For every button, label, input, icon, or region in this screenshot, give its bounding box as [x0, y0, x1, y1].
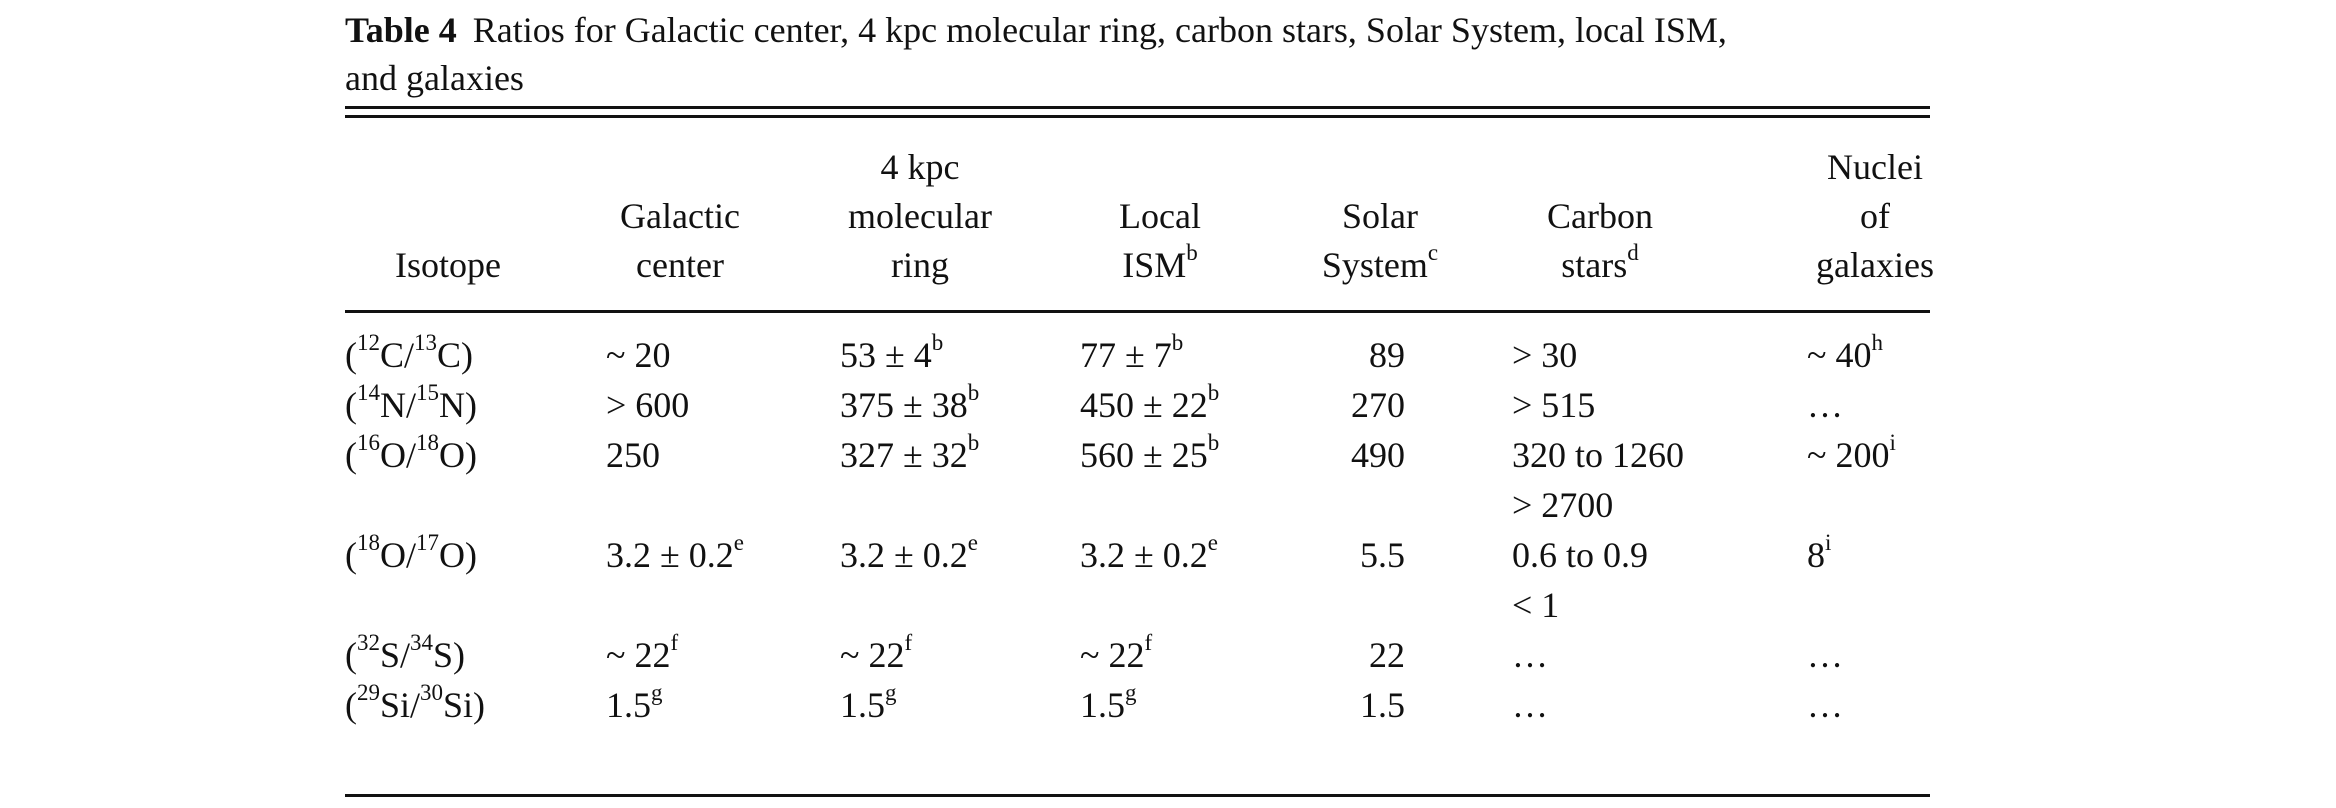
header-nuclei-of-galaxies: Nuclei of galaxies	[1816, 147, 1934, 285]
solar-system-cell: 5.5	[1360, 535, 1405, 575]
galactic-center-cell: > 600	[606, 385, 690, 425]
solar-system-cell: 89	[1369, 335, 1405, 375]
galactic-center-cell: 3.2 ± 0.2e	[606, 530, 744, 575]
molecular-ring-cell: 327 ± 32b	[840, 430, 980, 475]
molecular-ring-cell: 53 ± 4b	[840, 330, 944, 375]
table-row: > 2700	[0, 480, 2336, 530]
caption-line-2: and galaxies	[345, 58, 524, 98]
carbon-stars-cell: …	[1512, 685, 1554, 725]
local-ism-cell: 560 ± 25b	[1080, 430, 1220, 475]
molecular-ring-cell: 375 ± 38b	[840, 380, 980, 425]
galactic-center-cell: 250	[606, 435, 660, 475]
solar-system-cell: 22	[1369, 635, 1405, 675]
nuclei-cell: 8i	[1807, 530, 1832, 575]
carbon-stars-cell: …	[1512, 635, 1554, 675]
nuclei-cell: …	[1807, 685, 1849, 725]
header-molecular-ring: 4 kpc molecular ring	[848, 147, 992, 285]
table-row: (12C/13C) ~ 20 53 ± 4b 77 ± 7b 89 > 30 ~ 40h	[0, 330, 2336, 380]
galactic-center-cell: ~ 20	[606, 335, 671, 375]
carbon-stars-cell: > 2700	[1512, 485, 1614, 525]
isotope-cell: (16O/18O)	[345, 430, 477, 475]
molecular-ring-cell: ~ 22f	[840, 630, 913, 675]
table-row: < 1	[0, 580, 2336, 630]
header-solar-system: Solar Systemc	[1321, 196, 1439, 285]
header-isotope: Isotope	[395, 245, 501, 285]
isotope-cell: (29Si/30Si)	[345, 680, 486, 725]
local-ism-cell: ~ 22f	[1080, 630, 1153, 675]
nuclei-cell: …	[1807, 385, 1849, 425]
carbon-stars-cell: > 515	[1512, 385, 1596, 425]
local-ism-cell: 77 ± 7b	[1080, 330, 1184, 375]
table-label: Table 4	[345, 10, 457, 50]
local-ism-cell: 1.5g	[1080, 680, 1137, 725]
table-row: (16O/18O) 250 327 ± 32b 560 ± 25b 490 320 to …	[0, 430, 2336, 480]
local-ism-cell: 3.2 ± 0.2e	[1080, 530, 1218, 575]
isotope-cell: (12C/13C)	[345, 330, 474, 375]
header-galactic-center: Galactic center	[620, 196, 740, 285]
table-row: (18O/17O) 3.2 ± 0.2e 3.2 ± 0.2e 3.2 ± 0.2e 5…	[0, 530, 2336, 580]
galactic-center-cell: ~ 22f	[606, 630, 679, 675]
header-carbon-stars: Carbon starsd	[1547, 196, 1653, 285]
carbon-stars-cell: > 30	[1512, 335, 1578, 375]
solar-system-cell: 490	[1351, 435, 1405, 475]
top-rule-1	[345, 106, 1930, 109]
top-rule-2	[345, 115, 1930, 118]
solar-system-cell: 1.5	[1360, 685, 1405, 725]
table-header: Isotope Galactic center 4 kpc molecular …	[0, 145, 2336, 290]
header-rule	[345, 310, 1930, 313]
caption-text: Ratios for Galactic center, 4 kpc molecu…	[472, 10, 1727, 50]
nuclei-cell: …	[1807, 635, 1849, 675]
nuclei-cell: ~ 200i	[1807, 430, 1896, 475]
solar-system-cell: 270	[1351, 385, 1405, 425]
isotope-cell: (18O/17O)	[345, 530, 477, 575]
nuclei-cell: ~ 40h	[1807, 330, 1883, 375]
molecular-ring-cell: 3.2 ± 0.2e	[840, 530, 978, 575]
table-row: (32S/34S) ~ 22f ~ 22f ~ 22f 22 … …	[0, 630, 2336, 680]
carbon-stars-cell: < 1	[1512, 585, 1560, 625]
carbon-stars-cell: 0.6 to 0.9	[1512, 535, 1649, 575]
molecular-ring-cell: 1.5g	[840, 680, 897, 725]
bottom-rule	[345, 794, 1930, 797]
isotope-cell: (32S/34S)	[345, 630, 466, 675]
table-row: (14N/15N) > 600 375 ± 38b 450 ± 22b 270 > 515…	[0, 380, 2336, 430]
header-local-ism: Local ISMb	[1119, 196, 1201, 285]
table-row: (29Si/30Si) 1.5g 1.5g 1.5g 1.5 … …	[0, 680, 2336, 730]
local-ism-cell: 450 ± 22b	[1080, 380, 1220, 425]
caption-line-1: Table 4 Ratios for Galactic center, 4 kpc…	[345, 6, 1945, 54]
galactic-center-cell: 1.5g	[606, 680, 663, 725]
table-caption: Table 4 Ratios for Galactic center, 4 kpc…	[345, 6, 1945, 102]
carbon-stars-cell: 320 to 1260	[1512, 435, 1685, 475]
isotope-cell: (14N/15N)	[345, 380, 477, 425]
